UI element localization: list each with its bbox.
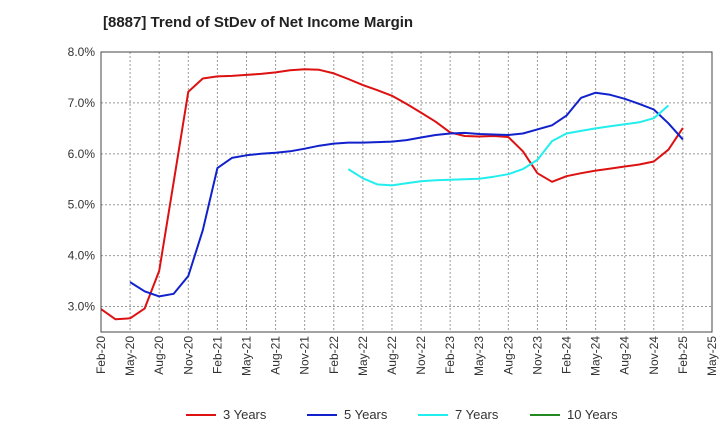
- x-tick-label: Feb-24: [560, 336, 574, 374]
- legend-label: 3 Years: [223, 407, 267, 422]
- x-tick-label: May-20: [123, 336, 137, 376]
- legend-label: 5 Years: [344, 407, 388, 422]
- y-tick-label: 8.0%: [68, 45, 96, 59]
- y-tick-label: 7.0%: [68, 96, 96, 110]
- x-tick-label: Feb-25: [676, 336, 690, 374]
- x-tick-label: Feb-21: [210, 336, 224, 374]
- x-tick-label: Feb-20: [94, 336, 108, 374]
- x-tick-label: May-22: [356, 336, 370, 376]
- x-tick-label: Aug-24: [618, 336, 632, 375]
- x-axis-ticks: Feb-20 May-20 Aug-20 Nov-20 Feb-21 May-21 Aug-…: [94, 336, 719, 376]
- x-tick-label: Nov-20: [181, 336, 195, 375]
- x-tick-label: Aug-23: [501, 336, 515, 375]
- y-tick-label: 5.0%: [68, 198, 96, 212]
- y-tick-label: 4.0%: [68, 249, 96, 263]
- grid-lines: [101, 52, 712, 332]
- series-line-7-years: [347, 104, 670, 187]
- x-tick-label: May-24: [589, 336, 603, 376]
- plot-frame: [100, 51, 713, 333]
- x-tick-label: May-25: [705, 336, 719, 376]
- x-tick-label: Aug-21: [269, 336, 283, 375]
- chart-title: [8887] Trend of StDev of Net Income Marg…: [103, 14, 414, 31]
- y-tick-label: 3.0%: [68, 300, 96, 314]
- x-tick-label: Nov-23: [530, 336, 544, 375]
- legend: 3 Years 5 Years 7 Years 10 Years: [186, 407, 618, 422]
- y-axis-ticks: 3.0% 4.0% 5.0% 6.0% 7.0% 8.0%: [68, 45, 96, 314]
- x-tick-label: Feb-23: [443, 336, 457, 374]
- series-line-3-years: [100, 68, 684, 321]
- y-tick-label: 6.0%: [68, 147, 96, 161]
- x-tick-label: Nov-21: [298, 336, 312, 375]
- series-lines: [100, 68, 684, 321]
- plot-background: [101, 52, 712, 332]
- legend-label: 10 Years: [567, 407, 618, 422]
- x-tick-label: May-23: [472, 336, 486, 376]
- x-tick-label: Nov-22: [414, 336, 428, 375]
- x-tick-label: Nov-24: [647, 336, 661, 375]
- x-tick-label: May-21: [239, 336, 253, 376]
- series-line-5-years: [129, 91, 684, 298]
- legend-label: 7 Years: [455, 407, 499, 422]
- x-tick-label: Feb-22: [327, 336, 341, 374]
- x-tick-label: Aug-22: [385, 336, 399, 375]
- x-tick-label: Aug-20: [152, 336, 166, 375]
